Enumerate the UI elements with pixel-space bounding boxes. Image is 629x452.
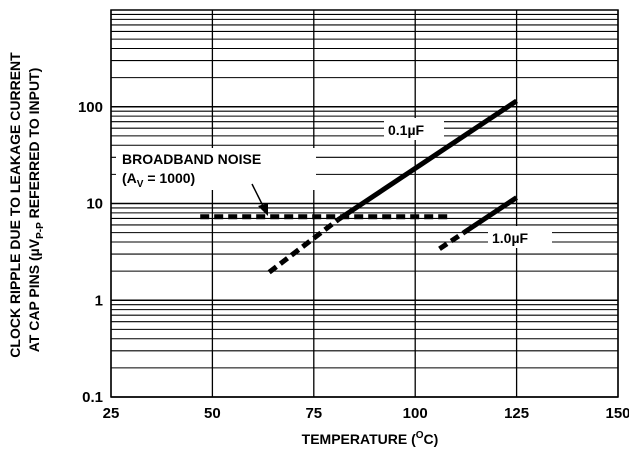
- label-bg-cap2: [488, 226, 552, 248]
- x-tick-label: 100: [403, 405, 428, 422]
- x-axis-label: TEMPERATURE (OC): [302, 430, 439, 447]
- series-group: [200, 98, 518, 275]
- series-0-1-f-dashed: [267, 217, 340, 275]
- x-tick-label: 75: [305, 405, 322, 422]
- y-axis-label-line2: AT CAP PINS (µVP-P REFERRED TO INPUT): [26, 68, 46, 353]
- noise-callout-line: [251, 183, 265, 209]
- y-tick-label: 1: [95, 292, 103, 309]
- label-cap-1-0uf: 1.0µF: [492, 230, 529, 246]
- x-tick-label: 50: [204, 405, 221, 422]
- series-1-0-f-dashed: [438, 230, 466, 251]
- y-tick-label: 100: [78, 99, 103, 116]
- series-0-1-f-solid: [336, 98, 518, 222]
- label-gain: (AV = 1000): [122, 170, 195, 190]
- x-tick-label: 25: [103, 405, 120, 422]
- x-tick-label: 125: [504, 405, 529, 422]
- label-bg-noise: [116, 148, 316, 190]
- series-1-0-f-solid: [462, 195, 518, 235]
- label-broadband-noise: BROADBAND NOISE: [122, 151, 261, 167]
- plot-frame: [110, 9, 619, 398]
- x-tick-label: 150: [605, 405, 629, 422]
- y-tick-label: 0.1: [82, 389, 103, 406]
- x-tick-labels: 25 50 75 100 125 150: [103, 405, 629, 422]
- label-cap-0-1uf: 0.1µF: [388, 122, 425, 138]
- label-bg-cap1: [384, 118, 444, 140]
- y-tick-labels: 0.1 1 10 100: [78, 99, 103, 406]
- y-axis-label-line1: CLOCK RIPPLE DUE TO LEAKAGE CURRENT: [7, 52, 23, 358]
- y-tick-label: 10: [86, 196, 103, 213]
- noise-callout-arrowhead: [258, 203, 268, 216]
